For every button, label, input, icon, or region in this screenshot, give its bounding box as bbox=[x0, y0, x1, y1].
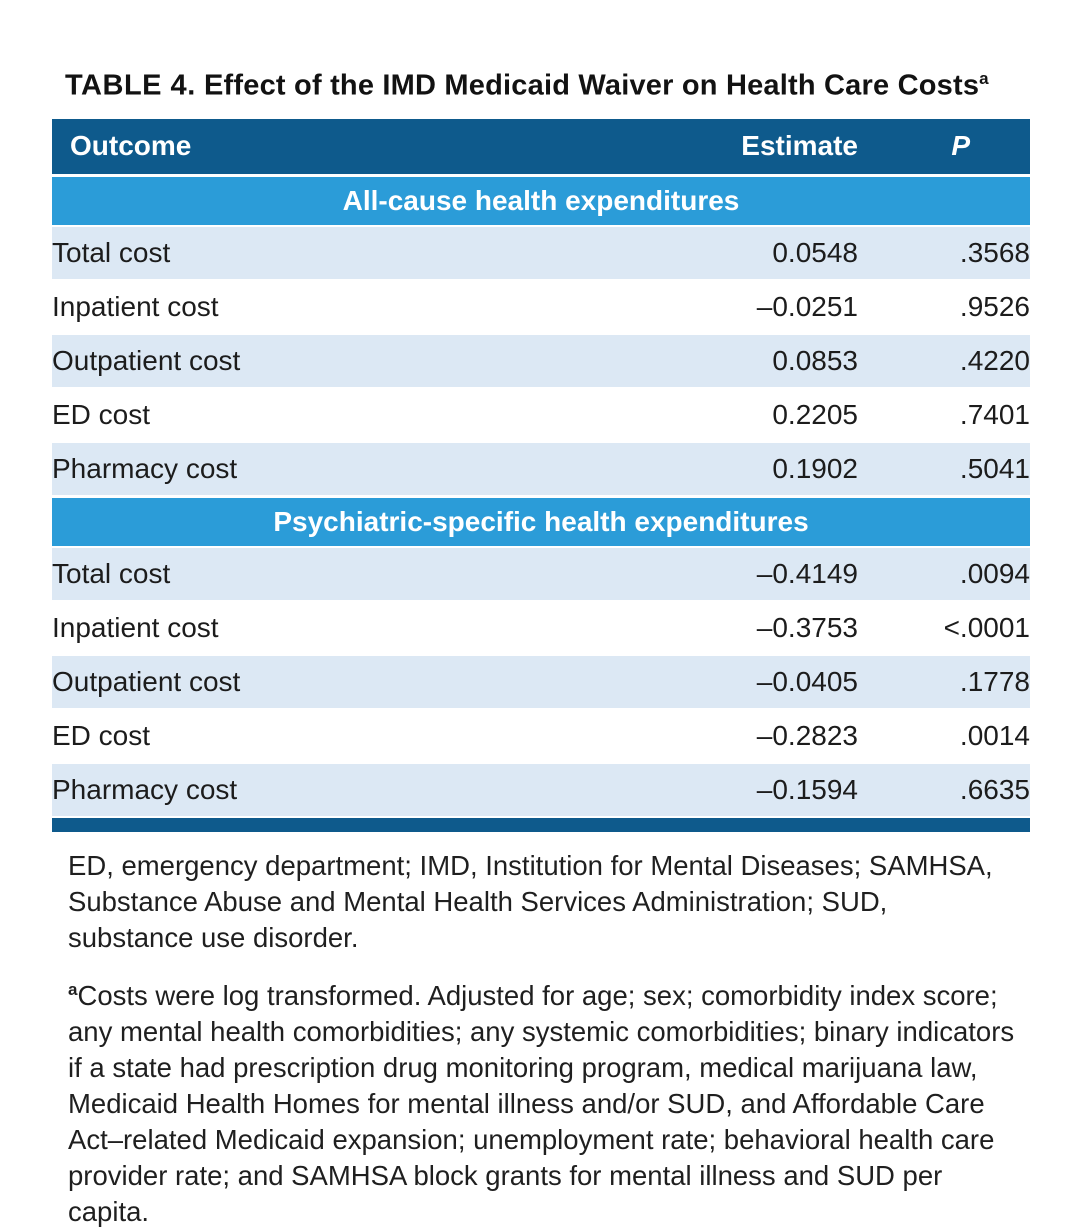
p-value-cell: .7401 bbox=[858, 386, 1030, 442]
outcome-cell: Total cost bbox=[52, 224, 612, 280]
costs-table: Outcome Estimate P All-cause health expe… bbox=[52, 118, 1030, 816]
header-row: Outcome Estimate P bbox=[52, 118, 1030, 176]
p-value-cell: .9526 bbox=[858, 278, 1030, 334]
estimate-cell: –0.2823 bbox=[612, 707, 858, 763]
outcome-cell: Total cost bbox=[52, 545, 612, 601]
table-row: Pharmacy cost –0.1594.6635 bbox=[52, 761, 1030, 816]
table-row: ED cost –0.2823.0014 bbox=[52, 707, 1030, 763]
table-row: Pharmacy cost 0.1902.5041 bbox=[52, 440, 1030, 497]
table-row: Inpatient cost –0.0251.9526 bbox=[52, 278, 1030, 334]
p-value-cell: .6635 bbox=[858, 761, 1030, 816]
estimate-cell: –0.0405 bbox=[612, 653, 858, 709]
outcome-cell: Inpatient cost bbox=[52, 278, 612, 334]
column-header-estimate: Estimate bbox=[612, 118, 858, 176]
table-title-text: Effect of the IMD Medicaid Waiver on Hea… bbox=[195, 69, 980, 102]
section-header-label: All-cause health expenditures bbox=[52, 173, 1030, 226]
p-value-cell: .0014 bbox=[858, 707, 1030, 763]
table-footnotes: ED, emergency department; IMD, Instituti… bbox=[68, 848, 1018, 1230]
outcome-cell: Inpatient cost bbox=[52, 599, 612, 655]
p-value-cell: <.0001 bbox=[858, 599, 1030, 655]
table-number-label: TABLE 4. bbox=[65, 69, 196, 102]
table-header: Outcome Estimate P bbox=[52, 118, 1030, 176]
outcome-cell: Pharmacy cost bbox=[52, 440, 612, 497]
section-header-row: Psychiatric-specific health expenditures bbox=[52, 494, 1030, 547]
table-row: Outpatient cost 0.0853.4220 bbox=[52, 332, 1030, 388]
estimate-cell: 0.0548 bbox=[612, 224, 858, 280]
estimate-cell: –0.1594 bbox=[612, 761, 858, 816]
estimate-cell: 0.2205 bbox=[612, 386, 858, 442]
table-body: All-cause health expenditures Total cost 0… bbox=[52, 173, 1030, 816]
p-value-cell: .4220 bbox=[858, 332, 1030, 388]
abbreviations-note: ED, emergency department; IMD, Instituti… bbox=[68, 849, 993, 953]
p-value-cell: .3568 bbox=[858, 224, 1030, 280]
p-value-cell: .5041 bbox=[858, 440, 1030, 497]
column-header-outcome: Outcome bbox=[52, 118, 612, 176]
p-value-cell: .0094 bbox=[858, 545, 1030, 601]
table-row: Inpatient cost –0.3753 <.0001 bbox=[52, 599, 1030, 655]
outcome-cell: ED cost bbox=[52, 386, 612, 442]
table-bottom-rule bbox=[52, 817, 1030, 832]
title-footnote-marker: a bbox=[979, 69, 989, 88]
methods-note: aCosts were log transformed. Adjusted fo… bbox=[68, 972, 1018, 1230]
outcome-cell: Pharmacy cost bbox=[52, 761, 612, 816]
table-row: ED cost 0.2205.7401 bbox=[52, 386, 1030, 442]
outcome-cell: ED cost bbox=[52, 707, 612, 763]
table-row: Total cost –0.4149.0094 bbox=[52, 545, 1030, 601]
table-title: TABLE 4. Effect of the IMD Medicaid Waiv… bbox=[65, 62, 1030, 103]
column-header-p: P bbox=[858, 118, 1030, 176]
estimate-cell: 0.0853 bbox=[612, 332, 858, 388]
estimate-cell: –0.0251 bbox=[612, 278, 858, 334]
data-table: Outcome Estimate P All-cause health expe… bbox=[52, 118, 1030, 832]
estimate-cell: 0.1902 bbox=[612, 440, 858, 497]
methods-note-text: Costs were log transformed. Adjusted for… bbox=[68, 979, 1015, 1227]
estimate-cell: –0.3753 bbox=[612, 599, 858, 655]
p-value-cell: .1778 bbox=[858, 653, 1030, 709]
outcome-cell: Outpatient cost bbox=[52, 653, 612, 709]
section-header-label: Psychiatric-specific health expenditures bbox=[52, 494, 1030, 547]
table-row: Total cost 0.0548.3568 bbox=[52, 224, 1030, 280]
table-row: Outpatient cost –0.0405.1778 bbox=[52, 653, 1030, 709]
estimate-cell: –0.4149 bbox=[612, 545, 858, 601]
outcome-cell: Outpatient cost bbox=[52, 332, 612, 388]
section-header-row: All-cause health expenditures bbox=[52, 173, 1030, 226]
methods-note-marker: a bbox=[68, 979, 78, 999]
